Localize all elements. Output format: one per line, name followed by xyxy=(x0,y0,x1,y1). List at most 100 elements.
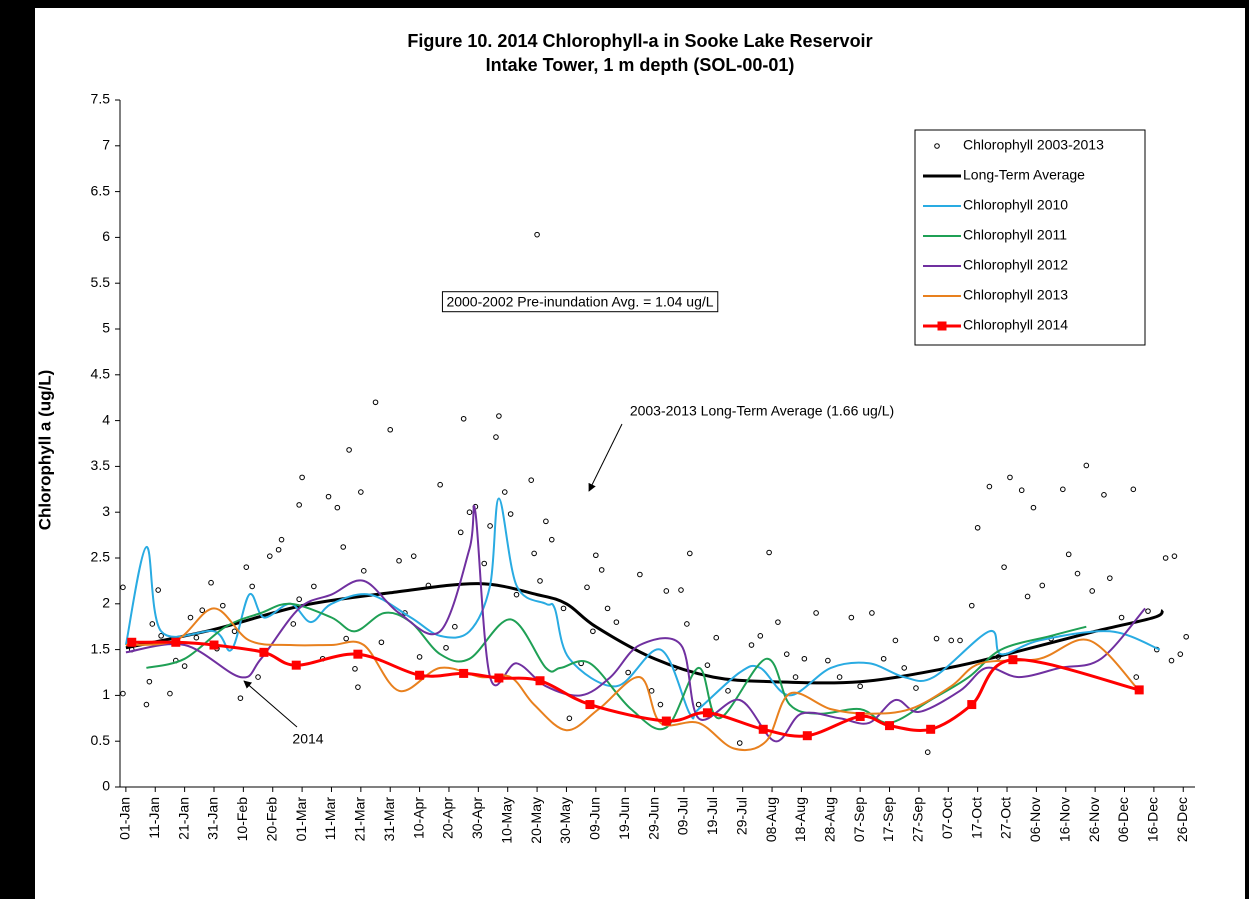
data-point xyxy=(684,621,690,627)
data-point xyxy=(1162,555,1169,561)
data-point xyxy=(1177,651,1184,657)
x-tick-label: 20-Apr xyxy=(440,797,456,839)
data-point xyxy=(613,619,620,625)
legend-label: Chlorophyll 2012 xyxy=(963,257,1068,273)
data-point xyxy=(584,584,590,591)
legend-label: Chlorophyll 2011 xyxy=(963,227,1067,243)
data-point xyxy=(704,662,711,668)
data-point xyxy=(648,688,655,694)
x-tick-label: 09-Jul xyxy=(675,797,691,835)
y-tick-label: 5.5 xyxy=(91,274,111,290)
data-point xyxy=(1101,491,1107,498)
chart-title: Figure 10. 2014 Chlorophyll-a in Sooke L… xyxy=(407,31,872,51)
x-tick-label: 21-Jan xyxy=(175,797,191,840)
data-point xyxy=(199,607,206,614)
y-tick-label: 6 xyxy=(102,228,110,244)
x-tick-label: 06-Dec xyxy=(1115,797,1131,842)
data-point xyxy=(255,674,261,680)
data-point xyxy=(266,553,273,559)
data-point xyxy=(957,637,963,644)
legend-box xyxy=(914,129,1146,346)
data-point xyxy=(158,633,164,639)
data-point xyxy=(736,740,743,746)
y-tick-label: 6.5 xyxy=(91,182,111,198)
y-tick-label: 7.5 xyxy=(91,91,111,107)
data-point xyxy=(625,669,631,676)
y-tick-label: 1.5 xyxy=(91,640,111,656)
data-point xyxy=(924,749,931,755)
data-point xyxy=(507,511,514,517)
data-point xyxy=(155,587,161,593)
y-tick-label: 1 xyxy=(102,686,110,702)
data-point xyxy=(1171,553,1178,559)
annotation-arrow xyxy=(243,680,298,728)
annotation: 2000-2002 Pre-inundation Avg. = 1.04 ug/… xyxy=(446,294,713,310)
x-tick-label: 26-Nov xyxy=(1086,797,1102,842)
x-tick-label: 17-Oct xyxy=(968,797,984,839)
data-point xyxy=(291,660,301,670)
data-point xyxy=(171,637,181,647)
data-point xyxy=(296,596,302,603)
data-point xyxy=(967,700,977,710)
x-tick-label: 19-Jun xyxy=(616,797,632,840)
data-point xyxy=(501,489,508,495)
data-point xyxy=(1008,655,1018,665)
data-point xyxy=(311,583,317,590)
data-point xyxy=(801,655,808,662)
data-point xyxy=(593,552,599,559)
data-point xyxy=(237,695,244,701)
data-point xyxy=(926,724,936,734)
data-point xyxy=(353,649,363,659)
x-tick-label: 08-Aug xyxy=(763,797,779,842)
data-point xyxy=(487,523,493,529)
data-point xyxy=(775,619,781,625)
x-tick-label: 29-Jun xyxy=(645,797,661,840)
annotation: 2003-2013 Long-Term Average (1.66 ug/L) xyxy=(630,403,894,419)
x-tick-label: 01-Jan xyxy=(117,797,133,840)
data-point xyxy=(974,524,981,531)
x-tick-label: 30-Apr xyxy=(469,797,485,839)
data-point xyxy=(208,579,214,586)
data-point xyxy=(340,544,347,550)
data-point xyxy=(560,605,567,612)
data-point xyxy=(443,644,449,651)
data-point xyxy=(528,477,535,483)
data-point xyxy=(1030,504,1037,511)
x-tick-label: 07-Sep xyxy=(851,797,867,842)
data-point xyxy=(352,666,358,672)
data-point xyxy=(1183,633,1189,640)
data-point xyxy=(1065,551,1072,558)
x-tick-label: 16-Nov xyxy=(1056,797,1072,842)
data-point xyxy=(1134,685,1144,695)
data-point xyxy=(378,639,385,646)
y-tick-label: 4.5 xyxy=(91,366,111,382)
data-point xyxy=(416,654,423,660)
data-point xyxy=(187,614,194,621)
data-point xyxy=(275,546,282,553)
data-point xyxy=(120,690,126,697)
series-line xyxy=(125,607,1140,751)
y-tick-label: 2 xyxy=(102,595,110,611)
data-point xyxy=(209,640,219,650)
data-point xyxy=(396,557,402,564)
data-point xyxy=(802,731,812,741)
series-line xyxy=(125,504,1146,743)
data-point xyxy=(249,583,255,590)
x-tick-label: 09-Jun xyxy=(587,797,603,840)
data-point xyxy=(783,651,790,657)
x-tick-label: 19-Jul xyxy=(704,797,720,835)
y-tick-label: 2.5 xyxy=(91,549,111,565)
data-point xyxy=(513,591,520,598)
data-point xyxy=(343,635,349,642)
data-point xyxy=(481,560,488,567)
data-point xyxy=(748,642,755,648)
data-point xyxy=(1133,674,1140,680)
data-point xyxy=(334,504,341,511)
data-point xyxy=(346,447,352,453)
legend-symbol xyxy=(937,321,947,331)
data-point xyxy=(1168,657,1175,664)
data-point xyxy=(146,678,153,685)
data-point xyxy=(1039,582,1046,589)
